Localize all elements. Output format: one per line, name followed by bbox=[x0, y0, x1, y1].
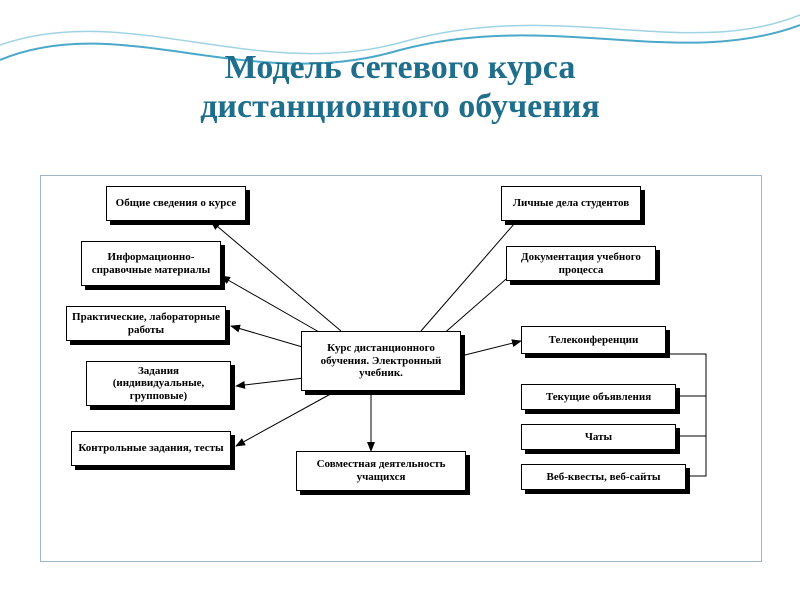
arrow bbox=[461, 341, 521, 356]
node-n9: Телеконференции bbox=[521, 326, 666, 354]
node-n11: Чаты bbox=[521, 424, 676, 450]
page-title: Модель сетевого курса дистанционного обу… bbox=[0, 48, 800, 126]
node-n3: Практические, лабораторные работы bbox=[66, 306, 226, 341]
node-n12: Веб-квесты, веб-сайты bbox=[521, 464, 686, 490]
node-n6: Совместная деятельность учащихся bbox=[296, 451, 466, 491]
center-node: Курс дистанционного обучения. Электронны… bbox=[301, 331, 461, 391]
node-n4: Задания (индивидуальные, групповые) bbox=[86, 361, 231, 406]
title-line-2: дистанционного обучения bbox=[200, 88, 600, 125]
node-n10: Текущие объявления bbox=[521, 384, 676, 410]
node-n1: Общие сведения о курсе bbox=[106, 186, 246, 221]
node-n7: Личные дела студентов bbox=[501, 186, 641, 221]
node-n8: Документация учебного процесса bbox=[506, 246, 656, 281]
diagram-frame: Курс дистанционного обучения. Электронны… bbox=[40, 175, 762, 562]
arrow bbox=[211, 221, 341, 331]
arrow bbox=[221, 276, 326, 336]
connector bbox=[676, 396, 706, 436]
title-line-1: Модель сетевого курса bbox=[225, 49, 576, 86]
node-n5: Контрольные задания, тесты bbox=[71, 431, 231, 466]
arrow bbox=[236, 391, 336, 446]
node-n2: Информационно-справочные материалы bbox=[81, 241, 221, 286]
